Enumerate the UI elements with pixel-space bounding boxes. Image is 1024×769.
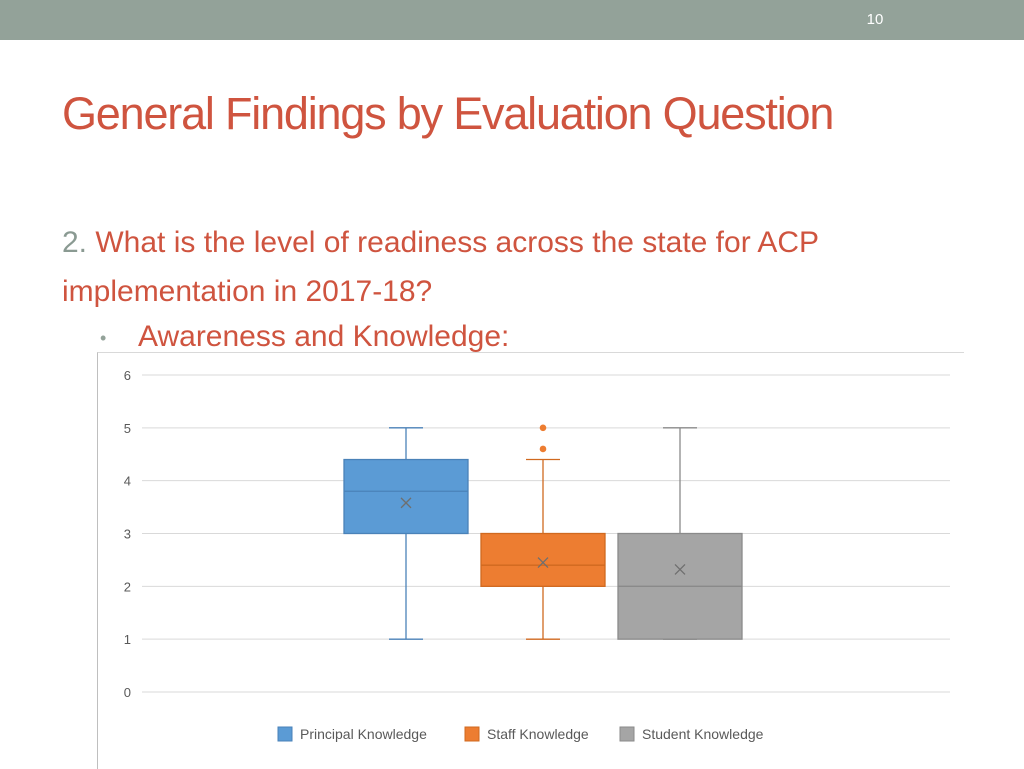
question-text: What is the level of readiness across th…: [62, 226, 819, 308]
y-tick-label: 2: [124, 579, 131, 594]
y-tick-label: 4: [124, 474, 131, 489]
legend-label: Principal Knowledge: [300, 726, 427, 742]
chart-container: 0 1 2 3 4 5 6 Principal Knowledge Staff Knowledg…: [97, 352, 964, 769]
outlier-point: [539, 445, 547, 453]
question-number: 2.: [62, 226, 88, 259]
top-bar: 10: [0, 0, 1024, 40]
mean-marker: [400, 497, 412, 509]
legend-swatch: [277, 726, 293, 742]
y-tick-label: 0: [124, 685, 131, 700]
slide-title: General Findings by Evaluation Question: [62, 88, 834, 139]
mean-marker: [674, 563, 686, 575]
y-tick-label: 6: [124, 368, 131, 383]
question: 2. What is the level of readiness across…: [62, 218, 962, 316]
box-plot-chart: 0 1 2 3 4 5 6 Principal Knowledge Staff Knowledg…: [124, 368, 950, 742]
slide-number: 10: [866, 11, 884, 28]
y-tick-label: 5: [124, 421, 131, 436]
legend-swatch: [464, 726, 480, 742]
box: [480, 532, 606, 587]
legend-label: Student Knowledge: [642, 726, 764, 742]
outlier-point: [539, 424, 547, 432]
bullet-item: • Awareness and Knowledge:: [100, 320, 509, 354]
box: [343, 458, 469, 535]
mean-marker: [537, 557, 549, 569]
y-tick-label: 1: [124, 632, 131, 647]
bullet-dot-icon: •: [100, 327, 107, 348]
bullet-text: Awareness and Knowledge:: [138, 320, 510, 353]
y-tick-label: 3: [124, 527, 131, 542]
legend-label: Staff Knowledge: [487, 726, 589, 742]
legend-swatch: [619, 726, 635, 742]
